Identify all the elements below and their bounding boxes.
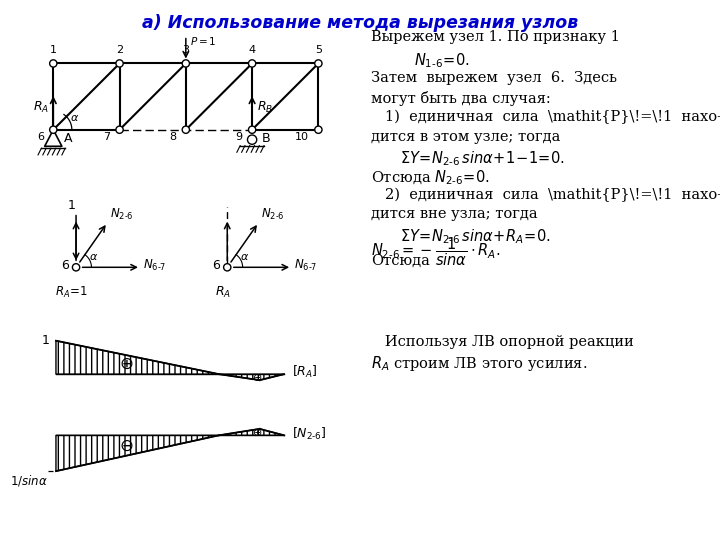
Circle shape xyxy=(315,126,322,133)
Text: 6: 6 xyxy=(37,132,44,143)
Text: 7: 7 xyxy=(103,132,110,143)
Circle shape xyxy=(248,126,256,133)
Text: $[N_{2\text{-}6}]$: $[N_{2\text{-}6}]$ xyxy=(292,426,327,442)
Text: $\alpha$: $\alpha$ xyxy=(70,113,79,123)
Circle shape xyxy=(182,60,189,67)
Text: 3: 3 xyxy=(182,45,189,56)
Circle shape xyxy=(182,126,189,133)
Text: Отсюда $\mathit{N}_{2\text{-}6}\!=\!0.$: Отсюда $\mathit{N}_{2\text{-}6}\!=\!0.$ xyxy=(371,168,490,187)
Circle shape xyxy=(248,135,257,144)
Text: $\ominus$: $\ominus$ xyxy=(252,372,262,383)
Text: дится вне узла; тогда: дится вне узла; тогда xyxy=(371,207,537,221)
Text: $P=1$: $P=1$ xyxy=(191,35,217,47)
Text: $R_A$: $R_A$ xyxy=(215,285,231,300)
Text: $\oplus$: $\oplus$ xyxy=(252,427,262,438)
Circle shape xyxy=(116,60,123,67)
Text: могут быть два случая:: могут быть два случая: xyxy=(371,91,551,106)
Text: Затем  вырежем  узел  6.  Здесь: Затем вырежем узел 6. Здесь xyxy=(371,71,617,85)
Circle shape xyxy=(248,60,256,67)
Text: а) Использование метода вырезания узлов: а) Использование метода вырезания узлов xyxy=(142,14,578,31)
Text: $R_A\!=\!1$: $R_A\!=\!1$ xyxy=(55,285,88,300)
Text: дится в этом узле; тогда: дится в этом узле; тогда xyxy=(371,130,560,144)
Text: 2)  единичная  сила  \mathit{P}\!=\!1  нахо-: 2) единичная сила \mathit{P}\!=\!1 нахо- xyxy=(385,188,720,202)
Text: $N_{6\text{-}7}$: $N_{6\text{-}7}$ xyxy=(143,258,166,273)
Text: A: A xyxy=(64,132,73,145)
Text: Используя ЛВ опорной реакции: Используя ЛВ опорной реакции xyxy=(371,335,634,349)
Text: 9: 9 xyxy=(235,132,243,143)
Circle shape xyxy=(73,264,80,271)
Text: $R_A$: $R_A$ xyxy=(33,100,49,115)
Text: 2: 2 xyxy=(116,45,123,56)
Text: $N_{2\text{-}6}$: $N_{2\text{-}6}$ xyxy=(261,207,285,222)
Text: $R_B$: $R_B$ xyxy=(258,100,274,115)
Text: 5: 5 xyxy=(315,45,322,56)
Text: $[R_A]$: $[R_A]$ xyxy=(292,363,318,380)
Text: $\mathit{N}_{2\text{-}6} = -\dfrac{1}{sin\alpha}\cdot R_A.$: $\mathit{N}_{2\text{-}6} = -\dfrac{1}{si… xyxy=(371,236,500,268)
Text: Отсюда: Отсюда xyxy=(371,254,430,268)
Text: $\oplus$: $\oplus$ xyxy=(120,355,134,373)
Circle shape xyxy=(224,264,231,271)
Text: $\mathit{\Sigma Y}\!=\!\mathit{N}_{2\text{-}6}\,sin\alpha\!+\!\mathit{R}_A\!=\!0: $\mathit{\Sigma Y}\!=\!\mathit{N}_{2\tex… xyxy=(400,227,551,246)
Text: 6: 6 xyxy=(61,259,69,272)
Text: 10: 10 xyxy=(295,132,309,143)
Text: 1)  единичная  сила  \mathit{P}\!=\!1  нахо-: 1) единичная сила \mathit{P}\!=\!1 нахо- xyxy=(385,110,720,124)
Text: $1/sin\alpha$: $1/sin\alpha$ xyxy=(10,474,48,488)
Text: $\alpha$: $\alpha$ xyxy=(240,252,249,262)
Text: $1$: $1$ xyxy=(67,199,76,212)
Text: $1$: $1$ xyxy=(41,334,50,347)
Text: $\ominus$: $\ominus$ xyxy=(120,437,134,455)
Text: 8: 8 xyxy=(169,132,176,143)
Text: B: B xyxy=(262,132,271,145)
Circle shape xyxy=(50,126,57,133)
Text: 4: 4 xyxy=(248,45,256,56)
Text: $\mathit{N}_{1\text{-}6}\!=\!0.$: $\mathit{N}_{1\text{-}6}\!=\!0.$ xyxy=(414,51,469,70)
Text: 1: 1 xyxy=(50,45,57,56)
Circle shape xyxy=(315,60,322,67)
Circle shape xyxy=(116,126,123,133)
Text: 6: 6 xyxy=(212,259,220,272)
Text: $N_{2\text{-}6}$: $N_{2\text{-}6}$ xyxy=(110,207,134,222)
Text: Вырежем узел 1. По признаку 1: Вырежем узел 1. По признаку 1 xyxy=(371,30,620,44)
Circle shape xyxy=(50,60,57,67)
Text: $\alpha$: $\alpha$ xyxy=(89,252,98,262)
Text: $\mathit{\Sigma Y}\!=\!\mathit{N}_{2\text{-}6}\,sin\alpha\!+\!1\!-\!1\!=\!0.$: $\mathit{\Sigma Y}\!=\!\mathit{N}_{2\tex… xyxy=(400,149,564,168)
Text: $N_{6\text{-}7}$: $N_{6\text{-}7}$ xyxy=(294,258,318,273)
Text: $\mathit{R}_A$ строим ЛВ этого усилия.: $\mathit{R}_A$ строим ЛВ этого усилия. xyxy=(371,354,587,373)
